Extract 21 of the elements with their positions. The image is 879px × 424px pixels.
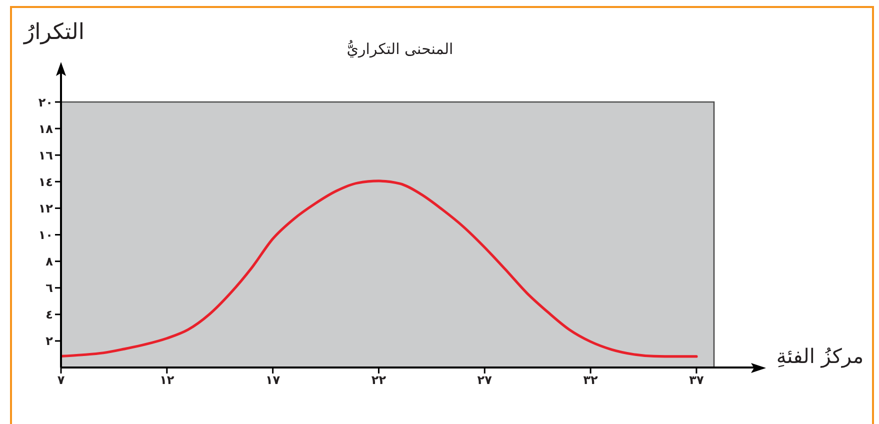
- y-tick-label: ١٨: [38, 122, 54, 136]
- y-tick-label: ٢: [46, 334, 54, 348]
- x-tick-label: ١٧: [265, 373, 281, 388]
- x-tick-label: ٣٢: [583, 373, 599, 388]
- y-tick-label: ١٢: [38, 201, 54, 216]
- y-tick-label: ٦: [46, 281, 53, 296]
- y-tick-label: ٢٠: [38, 95, 53, 110]
- x-tick-label: ٧: [57, 373, 66, 388]
- x-tick-label: ٣٧: [689, 373, 704, 388]
- x-tick-label: ٢٢: [371, 373, 387, 388]
- x-axis-title: مركزُ الفئةِ: [775, 344, 865, 368]
- line-series: [61, 180, 698, 358]
- chart-title: المنحنى التكراريُّ: [346, 40, 454, 58]
- x-tick-label: ١٢: [160, 373, 175, 388]
- y-tick-label: ١٤: [38, 174, 53, 189]
- y-tick-label: ١٠: [38, 228, 53, 242]
- y-tick-label: ٤: [46, 308, 53, 322]
- y-axis-title: التكرارُ: [24, 20, 86, 45]
- y-tick-label: ٨: [46, 254, 54, 269]
- y-tick-label: ١٦: [38, 148, 53, 162]
- x-tick-label: ٢٧: [477, 373, 493, 388]
